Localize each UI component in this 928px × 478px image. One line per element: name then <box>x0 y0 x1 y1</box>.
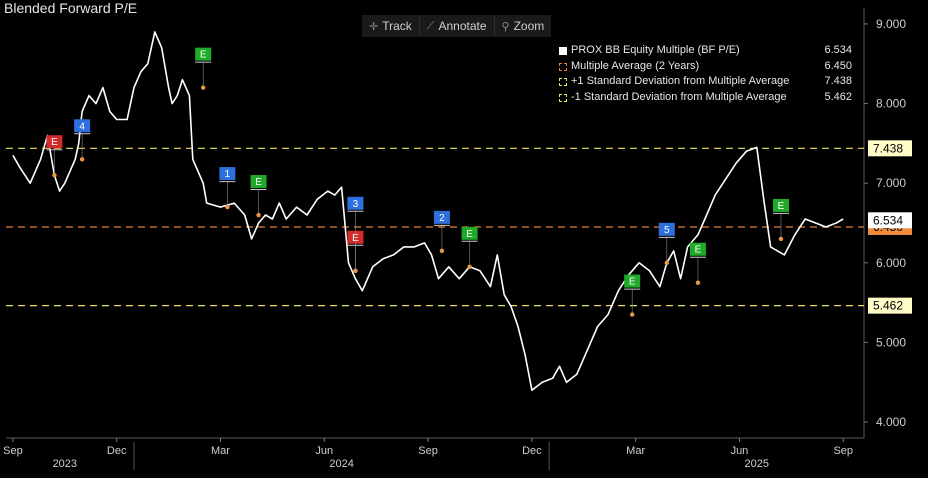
event-marker[interactable] <box>347 196 364 210</box>
x-tick-label: Jun <box>315 445 333 457</box>
legend-swatch <box>559 47 567 55</box>
series-line <box>12 31 844 392</box>
y-tick-label: 4.000 <box>876 415 906 429</box>
track-button[interactable]: ✛ Track <box>362 15 420 37</box>
magnifier-icon: ⚲ <box>501 20 510 33</box>
event-marker[interactable] <box>219 167 236 181</box>
event-marker[interactable] <box>772 198 789 212</box>
reference-label-box <box>868 297 912 314</box>
legend-swatch <box>559 78 567 86</box>
event-marker-label: E <box>255 177 262 188</box>
last-value-label: 6.534 <box>873 213 903 227</box>
reference-label-box <box>868 140 912 157</box>
last-value-box <box>868 212 912 229</box>
event-marker-label: E <box>778 201 785 212</box>
event-point <box>439 248 445 254</box>
event-point <box>201 85 206 90</box>
event-marker-label: 2 <box>439 213 445 224</box>
event-marker-label: 4 <box>79 121 85 132</box>
legend-value: 6.534 <box>824 44 852 56</box>
legend-item-average[interactable]: Multiple Average (2 Years) 6.450 <box>556 60 854 76</box>
x-tick-label: Mar <box>626 445 645 457</box>
y-tick-label: 7.000 <box>876 176 906 190</box>
event-point <box>630 312 635 317</box>
annotate-label: Annotate <box>438 19 487 33</box>
event-point <box>79 157 85 162</box>
event-point <box>52 173 57 178</box>
y-tick-label: 8.000 <box>876 97 906 111</box>
event-marker-label: E <box>200 50 207 61</box>
event-marker-label: 5 <box>664 225 670 236</box>
legend-value: 7.438 <box>824 75 852 87</box>
x-tick-label: Jun <box>731 445 749 457</box>
event-point <box>778 236 784 242</box>
legend-value: 6.450 <box>824 59 852 72</box>
event-point <box>256 212 261 218</box>
legend-item-series[interactable]: PROX BB Equity Multiple (BF P/E) 6.534 <box>556 44 854 60</box>
event-marker-label: 3 <box>353 199 359 210</box>
chart-legend: PROX BB Equity Multiple (BF P/E) 6.534 M… <box>556 44 854 108</box>
x-year-label: 2024 <box>329 458 353 470</box>
legend-swatch <box>559 93 567 102</box>
chart-title: Blended Forward P/E <box>4 0 138 16</box>
reference-label: 7.438 <box>873 141 903 155</box>
x-tick-label: Sep <box>418 445 438 457</box>
x-year-label: 2025 <box>745 458 769 470</box>
event-marker-label: 1 <box>225 169 231 180</box>
x-tick-label: Sep <box>833 445 853 457</box>
annotate-button[interactable]: ⟋ Annotate <box>420 15 495 37</box>
y-tick-label: 5.000 <box>876 335 906 349</box>
event-point <box>225 204 230 210</box>
chart-toolbar: ✛ Track ⟋ Annotate ⚲ Zoom <box>362 15 552 37</box>
x-tick-label: Dec <box>522 445 542 457</box>
event-marker[interactable] <box>433 210 450 224</box>
y-tick-label: 9.000 <box>876 17 906 31</box>
event-point <box>467 264 472 269</box>
event-marker[interactable] <box>461 226 478 240</box>
crosshair-icon: ✛ <box>369 20 379 33</box>
event-marker[interactable] <box>250 175 267 189</box>
zoom-label: Zoom <box>513 19 545 33</box>
event-marker-label: E <box>51 137 58 148</box>
event-marker[interactable] <box>624 274 641 288</box>
event-marker-label: E <box>629 277 636 288</box>
event-marker[interactable] <box>658 222 675 236</box>
reference-label: 5.462 <box>873 299 903 313</box>
event-point <box>664 260 669 266</box>
x-tick-label: Sep <box>3 445 23 457</box>
event-marker[interactable] <box>195 47 212 61</box>
legend-item-plus-sd[interactable]: +1 Standard Deviation from Multiple Aver… <box>556 75 854 91</box>
legend-label: -1 Standard Deviation from Multiple Aver… <box>571 90 787 103</box>
event-marker-label: E <box>466 229 473 240</box>
x-year-label: 2023 <box>53 458 77 470</box>
event-point <box>353 268 358 273</box>
track-label: Track <box>382 19 412 33</box>
event-point <box>695 280 701 285</box>
pencil-icon: ⟋ <box>426 19 435 32</box>
zoom-button[interactable]: ⚲ Zoom <box>495 15 552 37</box>
legend-item-minus-sd[interactable]: -1 Standard Deviation from Multiple Aver… <box>556 91 854 107</box>
event-marker[interactable] <box>74 119 91 133</box>
legend-label: +1 Standard Deviation from Multiple Aver… <box>571 75 790 87</box>
x-tick-label: Dec <box>107 445 127 457</box>
legend-label: PROX BB Equity Multiple (BF P/E) <box>571 44 740 56</box>
event-marker[interactable] <box>689 242 706 256</box>
legend-label: Multiple Average (2 Years) <box>571 59 700 72</box>
legend-value: 5.462 <box>824 90 852 103</box>
event-marker[interactable] <box>46 135 63 149</box>
event-marker-label: E <box>695 245 702 256</box>
legend-swatch <box>559 62 567 71</box>
x-tick-label: Mar <box>211 445 230 457</box>
y-tick-label: 6.000 <box>876 256 906 270</box>
